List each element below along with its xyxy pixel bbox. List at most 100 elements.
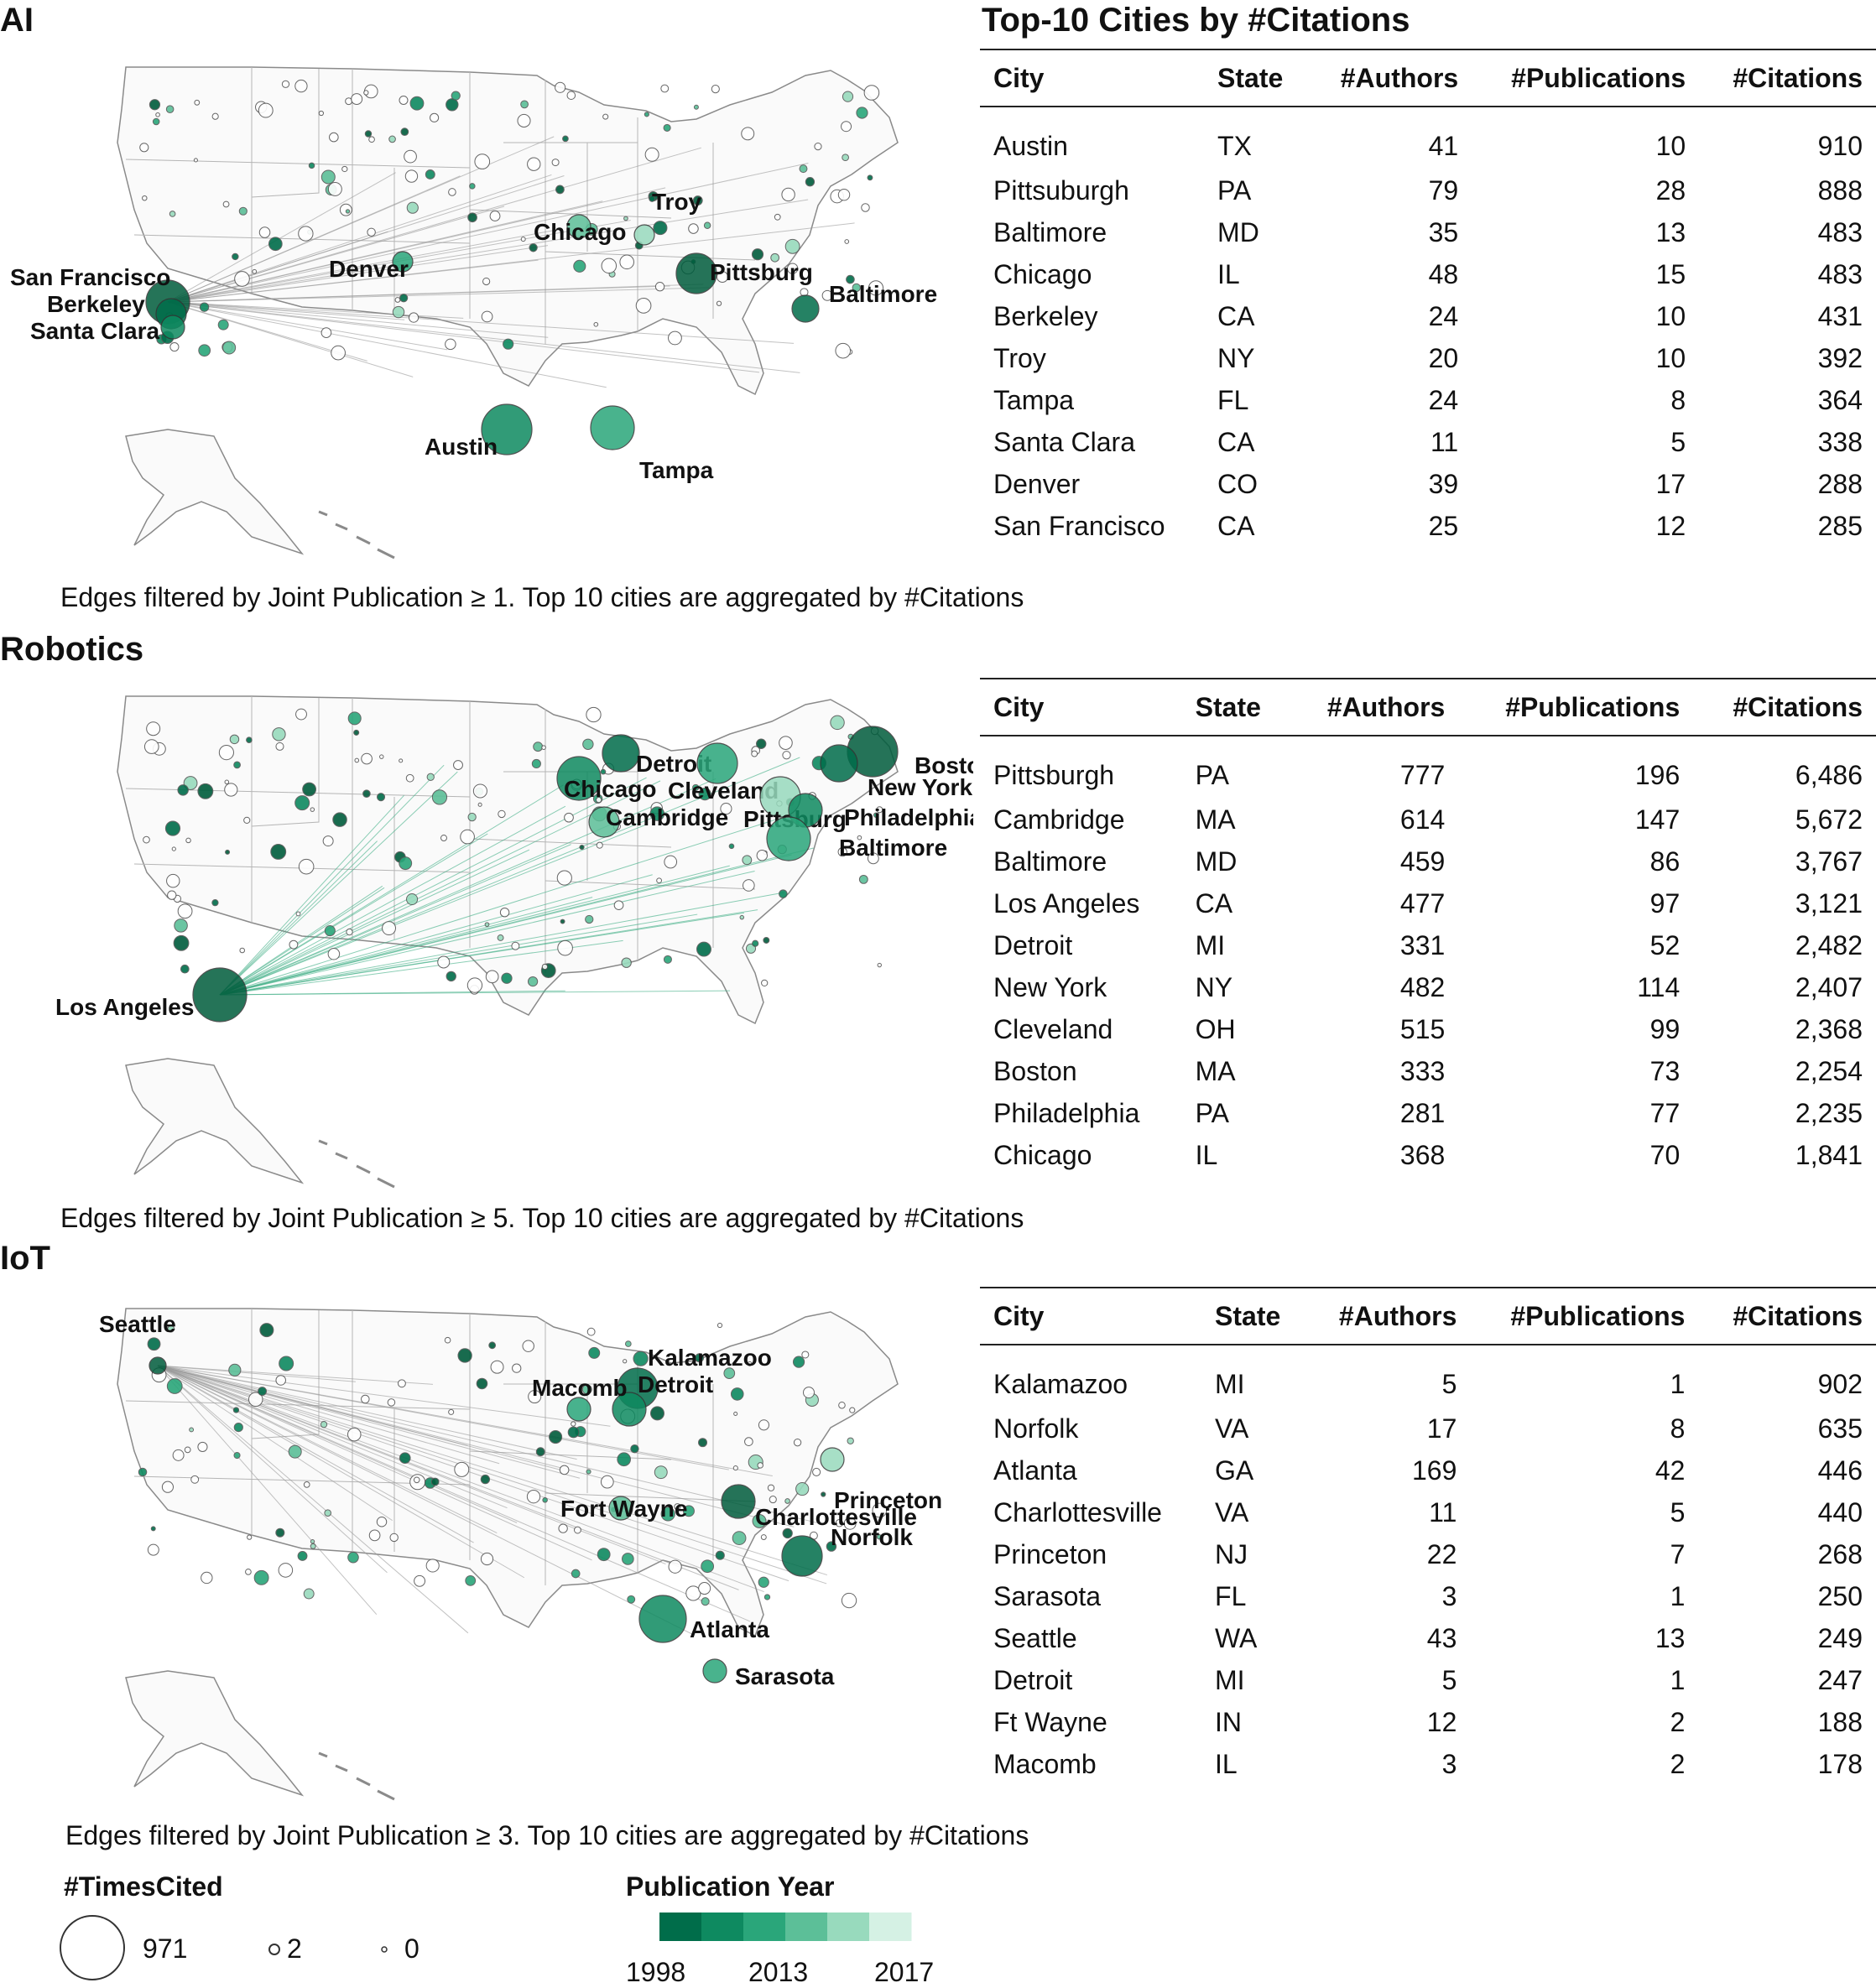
city-marker: [573, 1526, 581, 1534]
city-marker: [858, 874, 868, 884]
top-city-bubble: [766, 816, 811, 861]
table-cell: 11: [1430, 426, 1459, 457]
city-marker: [232, 252, 239, 261]
city-marker: [474, 154, 491, 169]
city-marker: [844, 239, 850, 244]
table-cell: CA: [1217, 300, 1255, 331]
collaboration-edge: [157, 1365, 789, 1582]
column-header: #Publications: [1472, 49, 1700, 107]
city-marker: [619, 254, 634, 270]
collaboration-edge: [167, 230, 555, 303]
city-marker: [142, 195, 148, 201]
city-marker: [644, 147, 659, 162]
city-marker: [752, 1513, 767, 1528]
table-row: Detroit MI 5 1 247: [980, 1659, 1876, 1701]
city-marker: [752, 939, 759, 947]
city-marker: [541, 745, 546, 750]
table-row: Macomb IL 3 2 178: [980, 1743, 1876, 1785]
city-marker: [377, 793, 386, 802]
city-marker: [332, 812, 347, 827]
table-cell: 8: [1670, 1413, 1686, 1444]
collaboration-edge: [157, 1365, 827, 1576]
collaboration-edge: [167, 175, 565, 303]
city-marker: [696, 941, 711, 957]
table-cell: IL: [1215, 1748, 1238, 1779]
city-marker: [756, 738, 767, 749]
city-marker: [472, 783, 487, 799]
city-marker: [367, 227, 376, 237]
iot-caption: Edges filtered by Joint Publication ≥ 3.…: [65, 1820, 1029, 1850]
table-cell: 392: [1817, 342, 1863, 373]
city-marker: [481, 310, 493, 323]
city-marker: [382, 921, 397, 936]
table-cell: 1: [1670, 1580, 1686, 1611]
city-marker: [747, 1361, 753, 1366]
city-marker: [259, 1323, 274, 1338]
table-cell: 440: [1817, 1496, 1863, 1527]
city-marker: [469, 183, 476, 190]
table-row: San Francisco CA 25 12 285: [980, 505, 1876, 547]
table-row: Cleveland OH 515 99 2,368: [980, 1008, 1876, 1050]
top-city-bubble: [192, 967, 248, 1023]
collaboration-edge: [167, 287, 710, 303]
city-marker: [454, 1461, 470, 1477]
city-marker: [630, 1444, 639, 1454]
column-header: #Authors: [1305, 1287, 1471, 1345]
table-cell: 285: [1817, 510, 1863, 541]
city-marker: [559, 1465, 570, 1475]
table-cell: Seattle: [993, 1622, 1077, 1653]
city-marker: [601, 258, 618, 274]
city-marker: [189, 1427, 195, 1433]
city-marker: [376, 1517, 388, 1527]
table-cell: 2,235: [1795, 1097, 1863, 1128]
city-marker: [193, 158, 198, 163]
city-marker: [295, 911, 301, 917]
city-marker: [243, 816, 251, 824]
table-cell: 5,672: [1795, 804, 1863, 835]
table-cell: Chicago: [993, 1139, 1092, 1170]
city-marker: [562, 135, 569, 143]
collaboration-edge: [167, 174, 552, 303]
collaboration-edge: [219, 805, 566, 996]
city-marker: [528, 1390, 542, 1404]
table-cell: 48: [1428, 258, 1459, 289]
city-marker: [234, 271, 250, 287]
city-marker: [846, 274, 855, 284]
city-marker: [688, 223, 699, 234]
city-marker: [512, 1363, 522, 1373]
table-row: Denver CO 39 17 288: [980, 463, 1876, 505]
table-cell: FL: [1217, 384, 1249, 415]
collaboration-edge: [167, 301, 549, 338]
city-marker: [232, 1407, 240, 1413]
city-marker: [757, 1462, 763, 1469]
table-cell: 17: [1655, 468, 1686, 499]
column-header: #Publications: [1458, 678, 1694, 736]
top-city-bubble: [696, 742, 738, 784]
city-marker: [310, 1539, 315, 1544]
city-marker: [297, 1551, 308, 1561]
table-cell: Boston: [993, 1055, 1077, 1086]
city-marker: [400, 128, 409, 137]
legend-color-tick-2013: 2013: [748, 1957, 808, 1984]
city-marker: [258, 226, 271, 238]
city-marker: [347, 1551, 359, 1564]
table-cell: 431: [1817, 300, 1863, 331]
city-marker: [302, 782, 317, 797]
city-marker: [199, 302, 210, 312]
city-marker: [558, 1523, 568, 1533]
city-marker: [324, 925, 336, 937]
city-marker: [649, 1406, 664, 1421]
table-cell: Baltimore: [993, 846, 1107, 877]
collaboration-edge: [157, 1365, 388, 1574]
top-city-bubble: [566, 1397, 591, 1422]
collaboration-edge: [219, 897, 593, 996]
table-cell: Berkeley: [993, 300, 1098, 331]
table-cell: 1: [1670, 1664, 1686, 1695]
column-header: City: [980, 49, 1205, 107]
city-marker: [842, 91, 854, 102]
table-cell: 13: [1655, 1622, 1686, 1653]
city-marker: [499, 907, 510, 918]
table-cell: 249: [1817, 1622, 1863, 1653]
top-city-bubble: [791, 294, 820, 323]
